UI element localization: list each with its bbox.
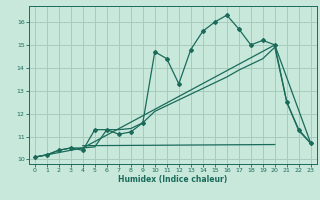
X-axis label: Humidex (Indice chaleur): Humidex (Indice chaleur)	[118, 175, 228, 184]
